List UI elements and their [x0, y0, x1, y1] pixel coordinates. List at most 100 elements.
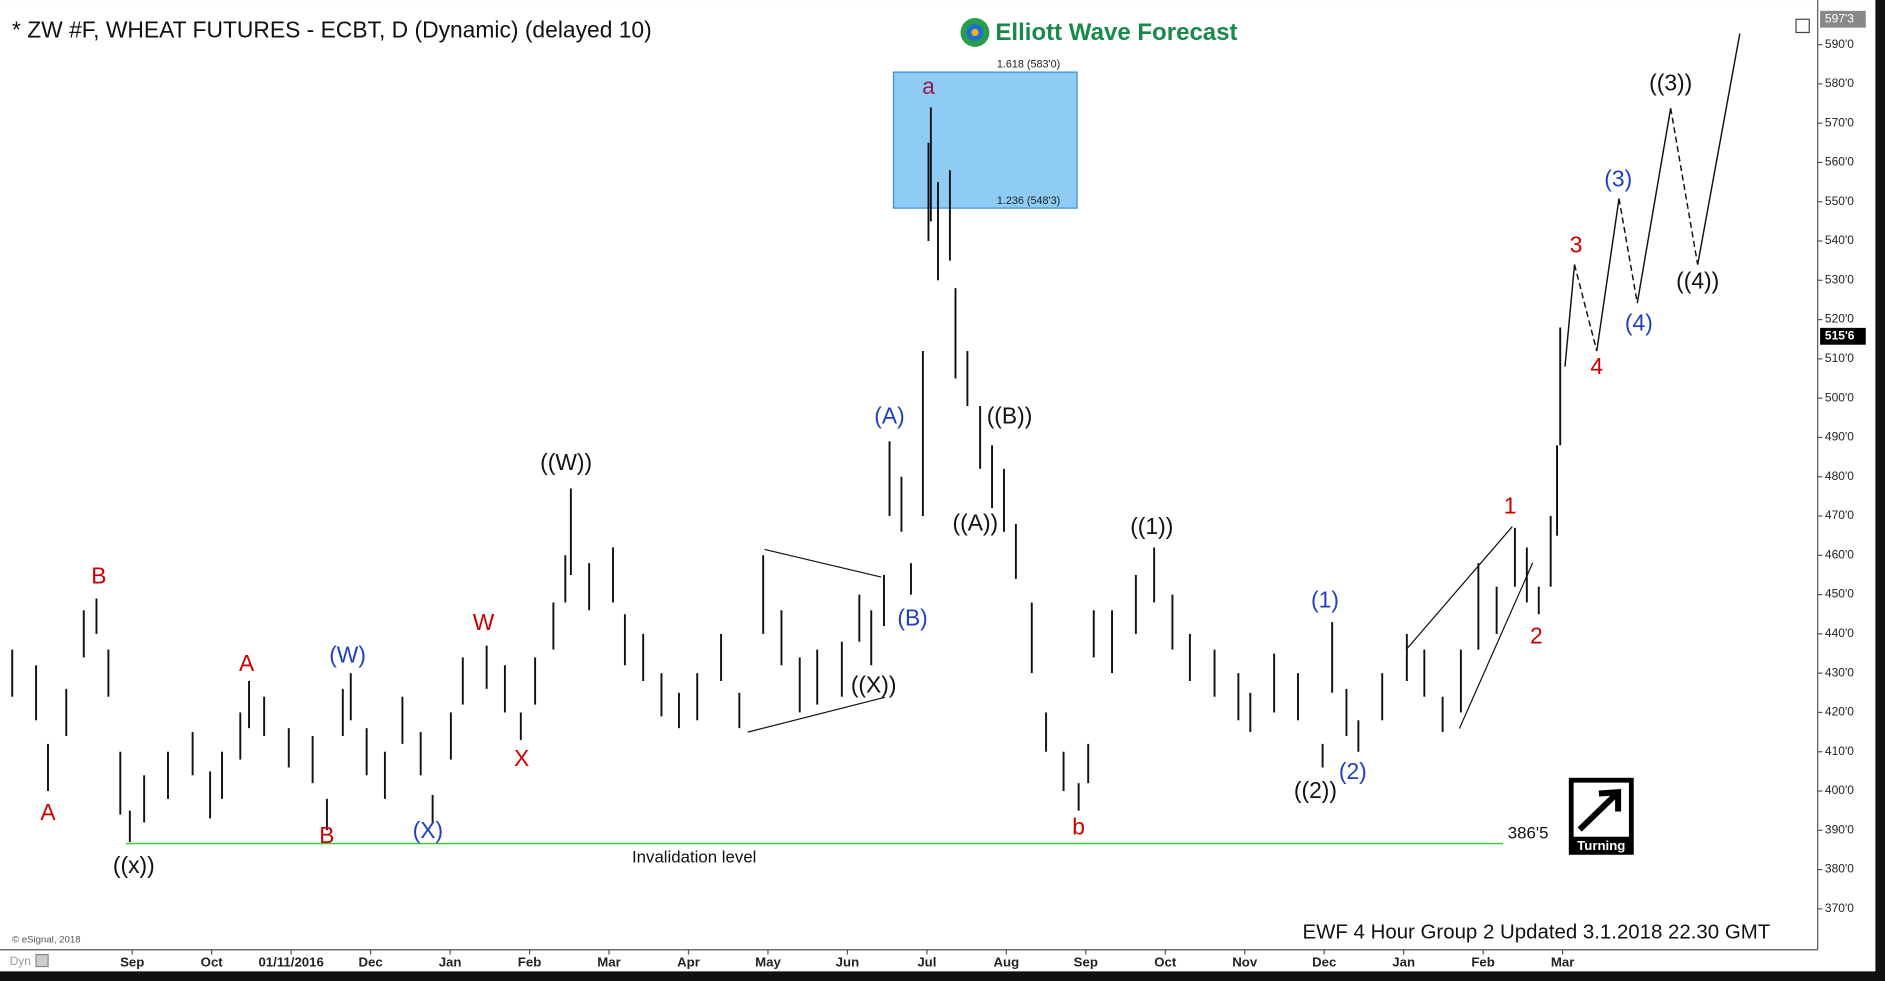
- y-tick-label: 370'0: [1825, 901, 1854, 915]
- x-tick-label: Nov: [1232, 954, 1258, 969]
- copyright: © eSignal, 2018: [12, 935, 81, 946]
- logo-icon: [971, 28, 979, 37]
- wave-label: A: [40, 799, 56, 825]
- x-tick-label: Dec: [358, 954, 382, 969]
- wave-label: 3: [1570, 232, 1583, 258]
- x-tick-label: Sep: [1074, 954, 1098, 969]
- wave-label: (W): [329, 642, 366, 668]
- wave-label: (B): [897, 604, 927, 630]
- x-tick-label: Feb: [1471, 954, 1495, 969]
- wave-label: (4): [1625, 310, 1653, 336]
- x-tick-label: Jul: [917, 954, 936, 969]
- wave-label: ((2)): [1294, 777, 1337, 803]
- projection-segment: [1618, 198, 1639, 304]
- fib-box: [892, 71, 1078, 209]
- wave-label: ((X)): [851, 672, 897, 698]
- x-tick-label: Mar: [597, 954, 621, 969]
- y-tick-label: 530'0: [1825, 272, 1854, 286]
- last-price-flag: [1820, 327, 1866, 345]
- wave-label: (A): [874, 402, 904, 428]
- x-tick-label: Jan: [439, 954, 462, 969]
- projection-segment: [1564, 264, 1576, 367]
- x-tick-label: Mar: [1551, 954, 1575, 969]
- projection-segment: [1596, 198, 1620, 352]
- chart-title: * ZW #F, WHEAT FUTURES - ECBT, D (Dynami…: [12, 16, 652, 42]
- y-tick-label: 480'0: [1825, 469, 1854, 483]
- y-tick-label: 410'0: [1825, 744, 1854, 758]
- wedge-line: [1458, 562, 1534, 729]
- turning-badge: Turning: [1568, 777, 1634, 855]
- invalidation-value: 386'5: [1508, 823, 1549, 842]
- y-tick-label: 390'0: [1825, 822, 1854, 836]
- y-tick-label: 460'0: [1825, 547, 1854, 561]
- x-tick-label: Dec: [1312, 954, 1336, 969]
- last-price-label: 515'6: [1825, 328, 1855, 342]
- x-tick-label: Oct: [201, 954, 224, 969]
- wave-label: (X): [413, 817, 443, 843]
- x-tick-label: Apr: [677, 954, 700, 969]
- wave-label: ((x)): [113, 852, 155, 878]
- triangle-line: [764, 548, 882, 578]
- window-button[interactable]: [1795, 18, 1810, 34]
- wave-label: B: [91, 562, 106, 588]
- y-tick-label: 440'0: [1825, 626, 1854, 640]
- projection-segment: [1636, 108, 1672, 304]
- toolbar-button[interactable]: [35, 953, 49, 968]
- wave-label: B: [319, 822, 334, 848]
- x-tick-label: Sep: [120, 954, 144, 969]
- y-tick-label: 550'0: [1825, 194, 1854, 208]
- wave-label: 4: [1590, 353, 1603, 379]
- wave-label: (2): [1339, 758, 1367, 784]
- invalidation-label: Invalidation level: [632, 847, 756, 866]
- triangle-line: [747, 696, 885, 733]
- wave-label: 2: [1530, 622, 1543, 648]
- logo-text: Elliott Wave Forecast: [995, 19, 1237, 46]
- wave-label: ((1)): [1130, 513, 1173, 539]
- wave-label: X: [514, 745, 529, 771]
- wave-label: W: [473, 609, 495, 635]
- top-price-flag: [1820, 10, 1866, 28]
- x-tick-label: Jan: [1392, 954, 1415, 969]
- y-tick-label: 590'0: [1825, 37, 1854, 51]
- wave-label: (1): [1311, 586, 1339, 612]
- wave-label: ((A)): [953, 509, 999, 535]
- x-tick-label: 01/11/2016: [258, 954, 323, 969]
- wave-label: b: [1072, 813, 1085, 839]
- wave-label: 1: [1504, 492, 1517, 518]
- toolbar-label: Dyn: [10, 954, 31, 968]
- projection-segment: [1573, 264, 1598, 352]
- fib-label: 1.618 (583'0): [997, 59, 1060, 71]
- y-tick-label: 540'0: [1825, 233, 1854, 247]
- x-tick-label: Jun: [836, 954, 860, 969]
- badge-text: Turning: [1577, 838, 1625, 853]
- x-tick-label: Oct: [1154, 954, 1177, 969]
- wave-label: ((3)): [1649, 69, 1692, 95]
- y-tick-label: 510'0: [1825, 351, 1854, 365]
- x-tick-label: Feb: [518, 954, 542, 969]
- y-tick-label: 490'0: [1825, 430, 1854, 444]
- x-tick-label: Aug: [993, 954, 1019, 969]
- footer: EWF 4 Hour Group 2 Updated 3.1.2018 22.3…: [1303, 921, 1771, 943]
- logo: Elliott Wave Forecast: [960, 18, 1238, 47]
- y-tick-label: 400'0: [1825, 783, 1854, 797]
- wave-label: (3): [1604, 166, 1632, 192]
- wave-label: ((4)): [1676, 268, 1719, 294]
- wedge-line: [1406, 526, 1513, 650]
- y-tick-label: 570'0: [1825, 115, 1854, 129]
- y-tick-label: 470'0: [1825, 508, 1854, 522]
- y-tick-label: 420'0: [1825, 705, 1854, 719]
- fib-label: 1.236 (548'3): [997, 195, 1060, 207]
- wave-label: A: [239, 650, 255, 676]
- y-tick-label: 580'0: [1825, 76, 1854, 90]
- projection-segment: [1696, 33, 1741, 265]
- top-price-label: 597'3: [1825, 11, 1854, 25]
- y-tick-label: 380'0: [1825, 862, 1854, 876]
- badge-arrow: [1577, 789, 1622, 832]
- y-tick-label: 450'0: [1825, 587, 1854, 601]
- x-tick-label: May: [755, 954, 781, 969]
- wave-label: ((B)): [987, 402, 1033, 428]
- wave-label: a: [922, 73, 935, 99]
- y-tick-label: 500'0: [1825, 390, 1854, 404]
- y-tick-label: 560'0: [1825, 155, 1854, 169]
